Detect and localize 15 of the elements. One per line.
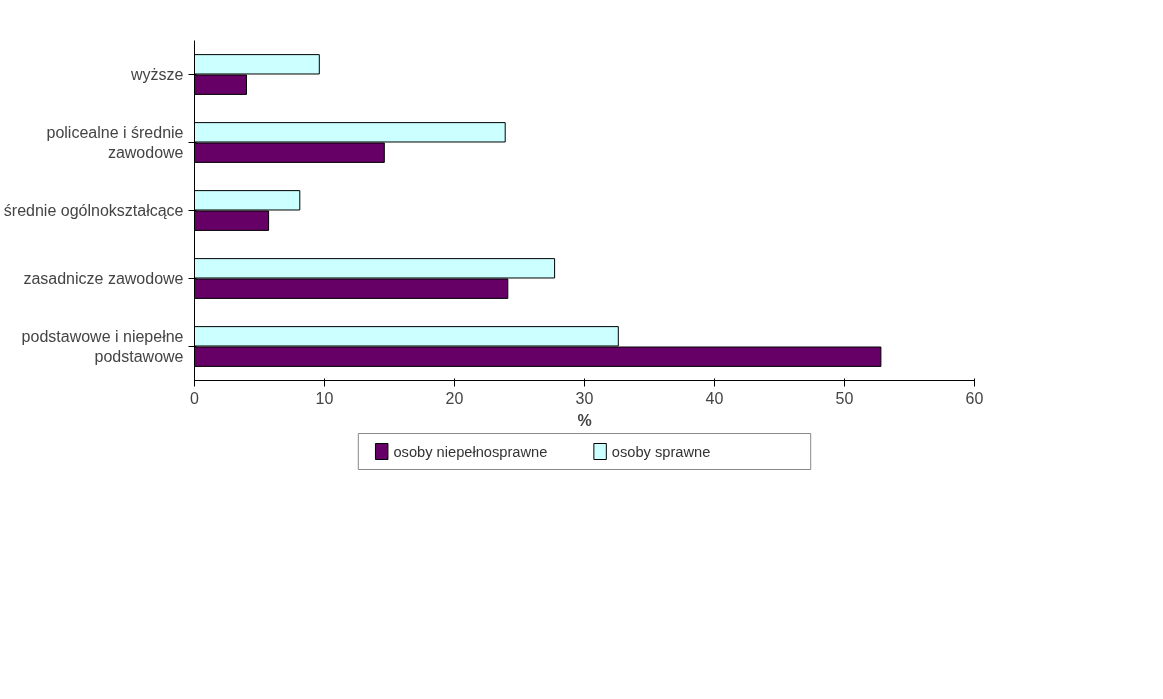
y-tick-label: zasadnicze zawodowe — [23, 270, 184, 287]
legend-label: osoby niepełnosprawne — [393, 443, 548, 460]
x-tick-label: 60 — [965, 389, 984, 407]
x-tick-label: 20 — [445, 389, 464, 407]
y-tick-label: podstawowe i niepełne podstawowe — [21, 327, 184, 366]
x-tick-label: 30 — [575, 389, 594, 407]
legend-label: osoby sprawne — [611, 443, 711, 460]
x-tick-label: 10 — [315, 389, 334, 407]
x-tick-label: 0 — [190, 389, 200, 407]
x-tick-label: 50 — [835, 389, 854, 407]
y-tick-label: wyższe — [130, 66, 184, 83]
x-tick-label: 40 — [705, 389, 724, 407]
x-axis-title: % — [577, 411, 592, 429]
y-tick-label: średnie ogólnokształcące — [3, 202, 184, 219]
y-tick-label: policealne i średnie zawodowe — [46, 123, 184, 162]
